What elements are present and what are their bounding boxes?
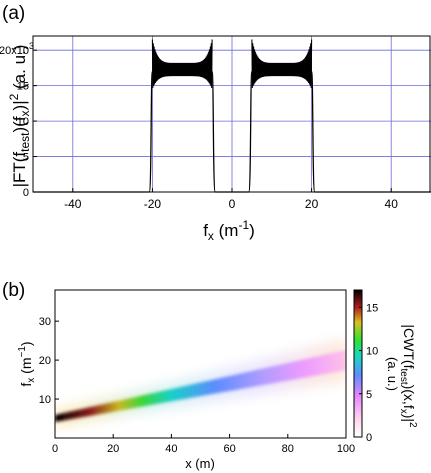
y-tick-label-a-0: 0 — [23, 187, 29, 199]
colorbar-tick-label-3: 15 — [366, 302, 378, 314]
colorbar-tick-label-1: 5 — [366, 389, 372, 401]
y-tick-label-a-3: 15 — [17, 81, 29, 93]
x-tick-label-a-1: -20 — [144, 197, 162, 211]
spectrum-bands — [151, 39, 313, 88]
ticks-a: -40 -20 0 20 40 0 5 10 15 20x10 — [0, 45, 398, 211]
y-tick-label-a-4: 20x10 — [0, 45, 29, 57]
x-tick-label-a-4: 40 — [385, 197, 399, 211]
x-axis-label-a: fx (m-1) — [203, 218, 255, 243]
panel-label-a: (a) — [2, 3, 25, 24]
x-tick-label-b-1: 20 — [107, 443, 119, 455]
x-tick-label-a-0: -40 — [64, 197, 82, 211]
y-exponent: 3 — [29, 41, 34, 51]
colorbar-label: |CWT(ftest)(x,fx)|2 — [398, 324, 418, 428]
x-tick-label-b-2: 40 — [165, 443, 177, 455]
y-tick-label-b-1: 20 — [39, 355, 51, 367]
x-tick-label-b-4: 80 — [282, 443, 294, 455]
colorbar-tick-label-2: 10 — [366, 346, 378, 358]
y-axis-label-b: fx (m−1) — [17, 341, 37, 386]
y-tick-label-a-1: 5 — [23, 152, 29, 164]
x-tick-label-b-0: 0 — [52, 443, 58, 455]
panel-label-b: (b) — [2, 280, 25, 301]
axes-b-frame — [54, 289, 347, 439]
colorbar — [353, 289, 363, 438]
heatmap-image — [55, 338, 346, 427]
colorbar-unit: (a. u.) — [385, 357, 400, 391]
ridge-body — [55, 350, 346, 422]
grid-a — [33, 36, 431, 193]
ticks-b: 0 20 40 60 80 100 10 20 30 — [39, 316, 355, 455]
colorbar-tick-label-0: 0 — [366, 432, 372, 444]
axes-a-frame — [32, 35, 431, 193]
spectrum-band-1 — [251, 39, 313, 88]
spectrum-band-0 — [151, 39, 213, 88]
x-tick-label-a-2: 0 — [229, 197, 236, 211]
y-tick-label-b-0: 10 — [39, 394, 51, 406]
x-tick-label-a-3: 20 — [305, 197, 319, 211]
x-tick-label-b-5: 100 — [337, 443, 355, 455]
x-axis-label-b: x (m) — [185, 456, 215, 471]
y-tick-label-b-2: 30 — [39, 316, 51, 328]
y-tick-label-a-2: 10 — [17, 116, 29, 128]
y-axis-label-a: |FT(ftest)(fx)|2 (a. u.) — [7, 45, 32, 188]
colorbar-ticks: 0 5 10 15 — [359, 302, 378, 444]
x-tick-label-b-3: 60 — [223, 443, 235, 455]
